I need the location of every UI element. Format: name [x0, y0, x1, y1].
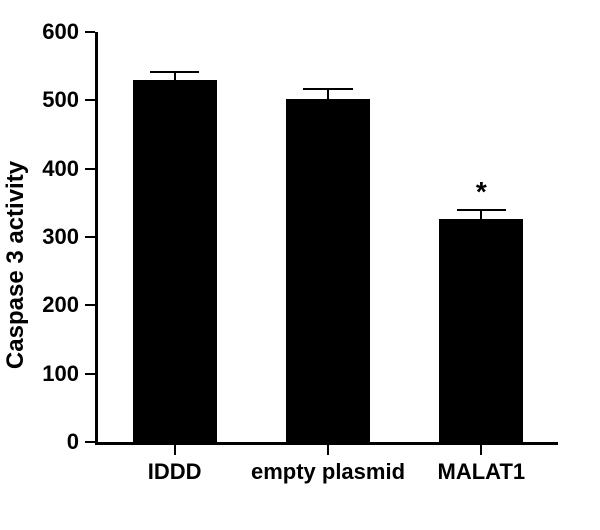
y-tick-label: 200	[29, 292, 79, 318]
x-tick	[174, 445, 176, 455]
plot-area: 0100200300400500600IDDDempty plasmidMALA…	[98, 32, 558, 442]
y-tick	[85, 168, 95, 170]
x-tick-label: IDDD	[148, 459, 202, 485]
error-bar-stem	[327, 89, 329, 99]
y-tick	[85, 373, 95, 375]
y-tick-label: 400	[29, 156, 79, 182]
x-tick-label: MALAT1	[438, 459, 526, 485]
y-tick-label: 600	[29, 19, 79, 45]
x-tick	[327, 445, 329, 455]
y-tick-label: 0	[29, 429, 79, 455]
y-axis-label: Caspase 3 activity	[2, 161, 30, 369]
error-bar-stem	[174, 72, 176, 80]
x-tick	[480, 445, 482, 455]
error-bar-cap	[303, 88, 352, 90]
error-bar-cap	[457, 209, 506, 211]
y-tick	[85, 31, 95, 33]
y-axis	[95, 32, 98, 445]
bar	[133, 80, 217, 442]
y-tick	[85, 441, 95, 443]
error-bar-stem	[480, 210, 482, 220]
y-tick-label: 100	[29, 361, 79, 387]
significance-marker: *	[476, 176, 487, 208]
y-tick	[85, 99, 95, 101]
bar	[286, 99, 370, 442]
x-tick-label: empty plasmid	[251, 459, 405, 485]
y-tick-label: 300	[29, 224, 79, 250]
y-tick	[85, 236, 95, 238]
y-tick-label: 500	[29, 87, 79, 113]
bar	[439, 219, 523, 442]
caspase3-bar-chart: Caspase 3 activity 0100200300400500600ID…	[0, 0, 600, 530]
y-tick	[85, 304, 95, 306]
error-bar-cap	[150, 71, 199, 73]
